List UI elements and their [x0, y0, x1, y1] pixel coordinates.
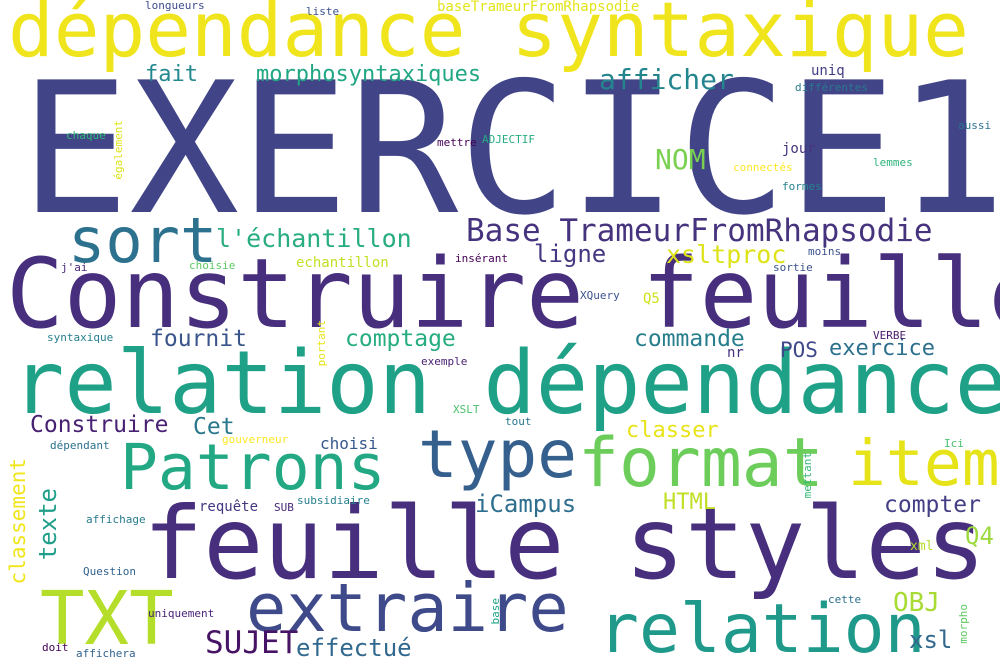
word-xsltproc: xsltproc: [666, 240, 787, 269]
word-xquery: XQuery: [580, 289, 620, 302]
word-longueurs: longueurs: [145, 0, 205, 12]
word-format: format: [578, 424, 824, 503]
word-item: item: [848, 427, 1000, 500]
word-mettant: mettant: [801, 452, 814, 499]
word-compter: compter: [884, 492, 981, 518]
word-basetrameurfromrhapsodie: baseTrameurFromRhapsodie: [437, 0, 640, 15]
word-cette: cette: [828, 593, 862, 606]
word-patrons: Patrons: [120, 431, 386, 504]
word-uniquement: uniquement: [148, 607, 215, 620]
word-morpho: morpho: [957, 604, 970, 644]
word-pos: POS: [780, 338, 818, 362]
word-afficher: afficher: [599, 63, 734, 96]
word-adjectif: ADJECTIF: [482, 133, 535, 146]
word-xsl: xsl: [909, 626, 953, 654]
word-construire-feuille: Construire feuille: [6, 238, 1000, 350]
word-question: Question: [83, 565, 136, 578]
word-nom: NOM: [655, 143, 706, 176]
word-exercice: exercice: [829, 336, 935, 361]
word-portant: portant: [315, 320, 328, 367]
word-comptage: comptage: [345, 326, 456, 352]
word-q5: Q5: [643, 291, 660, 307]
word-morphosyntaxiques: morphosyntaxiques: [256, 62, 482, 87]
word-moins: moins: [808, 245, 842, 258]
word-differentes: différentes: [795, 81, 868, 94]
word-obj: OBJ: [893, 588, 940, 618]
word-verbe: VERBE: [873, 329, 907, 342]
word-exemple: exemple: [421, 355, 468, 368]
word-echantillon: echantillon: [296, 255, 389, 271]
word-lechantillon: l'échantillon: [216, 224, 412, 253]
word-classer: classer: [626, 418, 719, 443]
word-tout: tout: [505, 415, 532, 428]
word-sort: sort: [68, 204, 218, 277]
word-icampus: iCampus: [475, 490, 577, 518]
word-affichage: affichage: [86, 513, 146, 526]
word-relation-dependance: relation dépendance: [12, 332, 1000, 434]
word-ligne: ligne: [534, 240, 607, 268]
word-sortie: sortie: [773, 261, 813, 274]
word-requete: requête: [199, 499, 259, 515]
word-ici: Ici: [944, 437, 964, 450]
word-chaque: chaque: [66, 129, 106, 142]
word-connectes: connectés: [733, 161, 793, 174]
word-type: type: [418, 416, 577, 493]
word-dependant: dépendant: [50, 439, 110, 452]
word-xml: xml: [910, 539, 934, 554]
word-txt: TXT: [40, 576, 174, 662]
word-choisi: choisi: [320, 434, 378, 453]
word-uniq: uniq: [811, 63, 845, 79]
word-effectue: effectué: [296, 634, 412, 662]
word-fait: fait: [145, 62, 198, 87]
word-fournit: fournit: [150, 326, 247, 352]
word-egalement: également: [112, 120, 125, 180]
word-sub: SUB: [274, 501, 294, 514]
word-choisie: choisie: [189, 259, 236, 272]
word-relation: relation: [598, 590, 926, 664]
word-texte: texte: [34, 488, 62, 561]
word-exercice15: EXERCICE15: [20, 43, 1000, 255]
word-dependance-syntaxique: dépendance syntaxique: [8, 0, 969, 74]
word-feuille-styles: feuille styles: [143, 485, 986, 602]
word-xslt: XSLT: [453, 403, 480, 416]
word-syntaxique: syntaxique: [47, 331, 114, 344]
word-doit: doit: [42, 641, 69, 654]
word-mettre: mettre: [437, 136, 477, 149]
word-cet: Cet: [193, 414, 235, 440]
word-extraire: extraire: [246, 569, 569, 647]
word-classement: classement: [6, 458, 30, 585]
word-q4: Q4: [965, 522, 994, 550]
word-inserant: insérant: [455, 252, 508, 265]
word-base: base: [489, 598, 502, 625]
word-gouverneur: gouverneur: [222, 433, 289, 446]
word-nr: nr: [727, 345, 744, 361]
word-html: HTML: [663, 490, 716, 515]
word-affichera: affichera: [76, 647, 136, 660]
word-aussi: aussi: [958, 119, 992, 132]
word-liste: liste: [306, 5, 340, 18]
word-jai: j'ai: [61, 261, 88, 274]
word-subsidiaire: subsidiaire: [297, 494, 370, 507]
word-commande: commande: [634, 326, 745, 352]
word-lemmes: lemmes: [873, 156, 913, 169]
word-construire: Construire: [30, 412, 169, 438]
word-base-trameurfromrhapsodie: Base TrameurFromRhapsodie: [466, 213, 933, 249]
word-jour: jour: [782, 141, 816, 157]
word-formes: formes: [782, 180, 822, 193]
word-sujet: SUJET: [205, 625, 299, 661]
